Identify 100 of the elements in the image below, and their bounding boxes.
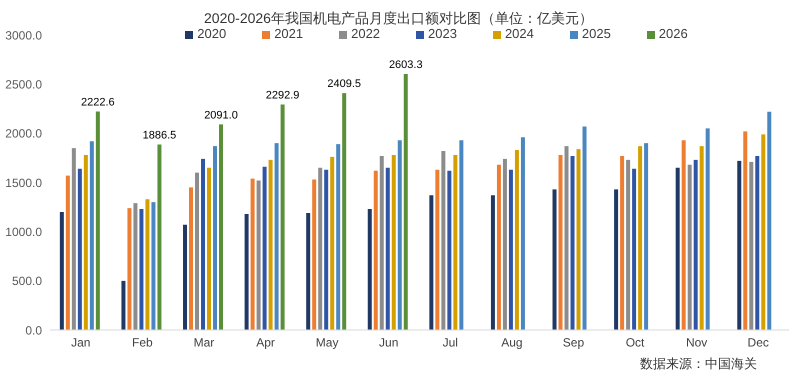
bar (386, 168, 390, 330)
x-tick-label: Feb (132, 336, 154, 350)
bar (151, 202, 156, 330)
bar (570, 156, 575, 330)
x-tick-label: Mar (194, 336, 214, 350)
bar (694, 160, 698, 330)
x-tick-label: Dec (748, 336, 769, 350)
bar (84, 154, 88, 330)
bar (380, 156, 384, 330)
bar (145, 199, 150, 330)
bar (626, 160, 630, 330)
bar (755, 156, 760, 330)
chart-title: 2020-2026年我国机电产品月度出口额对比图（单位：亿美元） (204, 10, 593, 26)
bar (213, 146, 218, 330)
bar (183, 224, 188, 330)
bar (324, 170, 328, 330)
bar (139, 209, 144, 330)
bar (90, 141, 94, 330)
bar (201, 158, 206, 330)
bar (96, 111, 100, 330)
bar (195, 172, 200, 330)
bar (133, 203, 138, 330)
y-tick-label: 2000.0 (5, 126, 42, 141)
data-label: 2222.6 (81, 96, 115, 108)
bar (312, 180, 316, 330)
bar (447, 170, 452, 330)
bar (342, 93, 346, 330)
x-tick-label: Apr (256, 336, 275, 350)
data-label: 2091.0 (204, 109, 238, 122)
bar (392, 154, 396, 330)
data-label: 2409.5 (327, 78, 362, 90)
bar (374, 170, 378, 330)
data-label: 2292.9 (266, 90, 300, 102)
bar (682, 140, 686, 330)
bar (576, 149, 581, 330)
bar (336, 144, 340, 330)
bar (72, 148, 76, 330)
bar (514, 150, 519, 330)
data-label: 1886.5 (142, 129, 176, 142)
y-tick-label: 0.0 (25, 323, 42, 338)
bar (268, 160, 273, 330)
bar (459, 140, 464, 330)
bar (306, 212, 310, 330)
bar (127, 208, 132, 330)
bar (688, 164, 692, 330)
y-tick-label: 3000.0 (5, 28, 42, 42)
y-tick-label: 500.0 (12, 274, 42, 288)
bar (262, 166, 267, 330)
x-tick-label: Nov (686, 336, 708, 350)
y-tick-label: 1500.0 (5, 176, 42, 190)
bar (330, 156, 334, 330)
bar (520, 137, 525, 330)
bar (429, 195, 434, 330)
data-label: 2603.3 (388, 59, 423, 72)
bar (189, 187, 194, 330)
bar (244, 214, 249, 330)
y-tick-label: 2500.0 (5, 77, 42, 92)
bar (274, 143, 279, 330)
bar (632, 168, 636, 330)
bar (121, 280, 126, 330)
x-tick-label: Jul (442, 336, 458, 350)
legend-label: 2026 (658, 26, 688, 41)
bar (453, 154, 458, 330)
x-tick-label: Oct (626, 336, 646, 350)
bar (219, 124, 224, 330)
bar (250, 178, 255, 330)
bar (564, 146, 569, 330)
legend-label: 2024 (504, 26, 534, 41)
bar (368, 209, 372, 330)
x-tick-label: Jan (71, 336, 90, 350)
bar (78, 168, 82, 330)
bar (552, 189, 557, 330)
bar (502, 158, 507, 330)
bar (582, 126, 587, 330)
legend-label: 2020 (197, 26, 226, 41)
bar (435, 170, 440, 330)
x-tick-label: Sep (562, 336, 584, 350)
bar (318, 168, 322, 330)
legend-label: 2025 (582, 26, 611, 41)
bar (256, 180, 261, 330)
bar (614, 189, 618, 330)
bar (157, 144, 162, 330)
bar (398, 140, 402, 330)
bar (60, 212, 64, 330)
bar (441, 151, 446, 330)
legend-label: 2021 (274, 26, 304, 41)
bar (490, 195, 495, 330)
legend-label: 2023 (428, 26, 457, 41)
bar (508, 170, 513, 330)
bar (638, 146, 642, 330)
bar (66, 176, 70, 330)
x-tick-label: May (316, 336, 338, 350)
bar (676, 168, 680, 330)
bar (743, 131, 748, 330)
source-note: 数据来源：中国海关 (640, 355, 757, 373)
bar (767, 112, 772, 330)
bar (207, 168, 212, 330)
bar (280, 104, 285, 330)
bar (749, 162, 754, 330)
bar (761, 134, 766, 330)
